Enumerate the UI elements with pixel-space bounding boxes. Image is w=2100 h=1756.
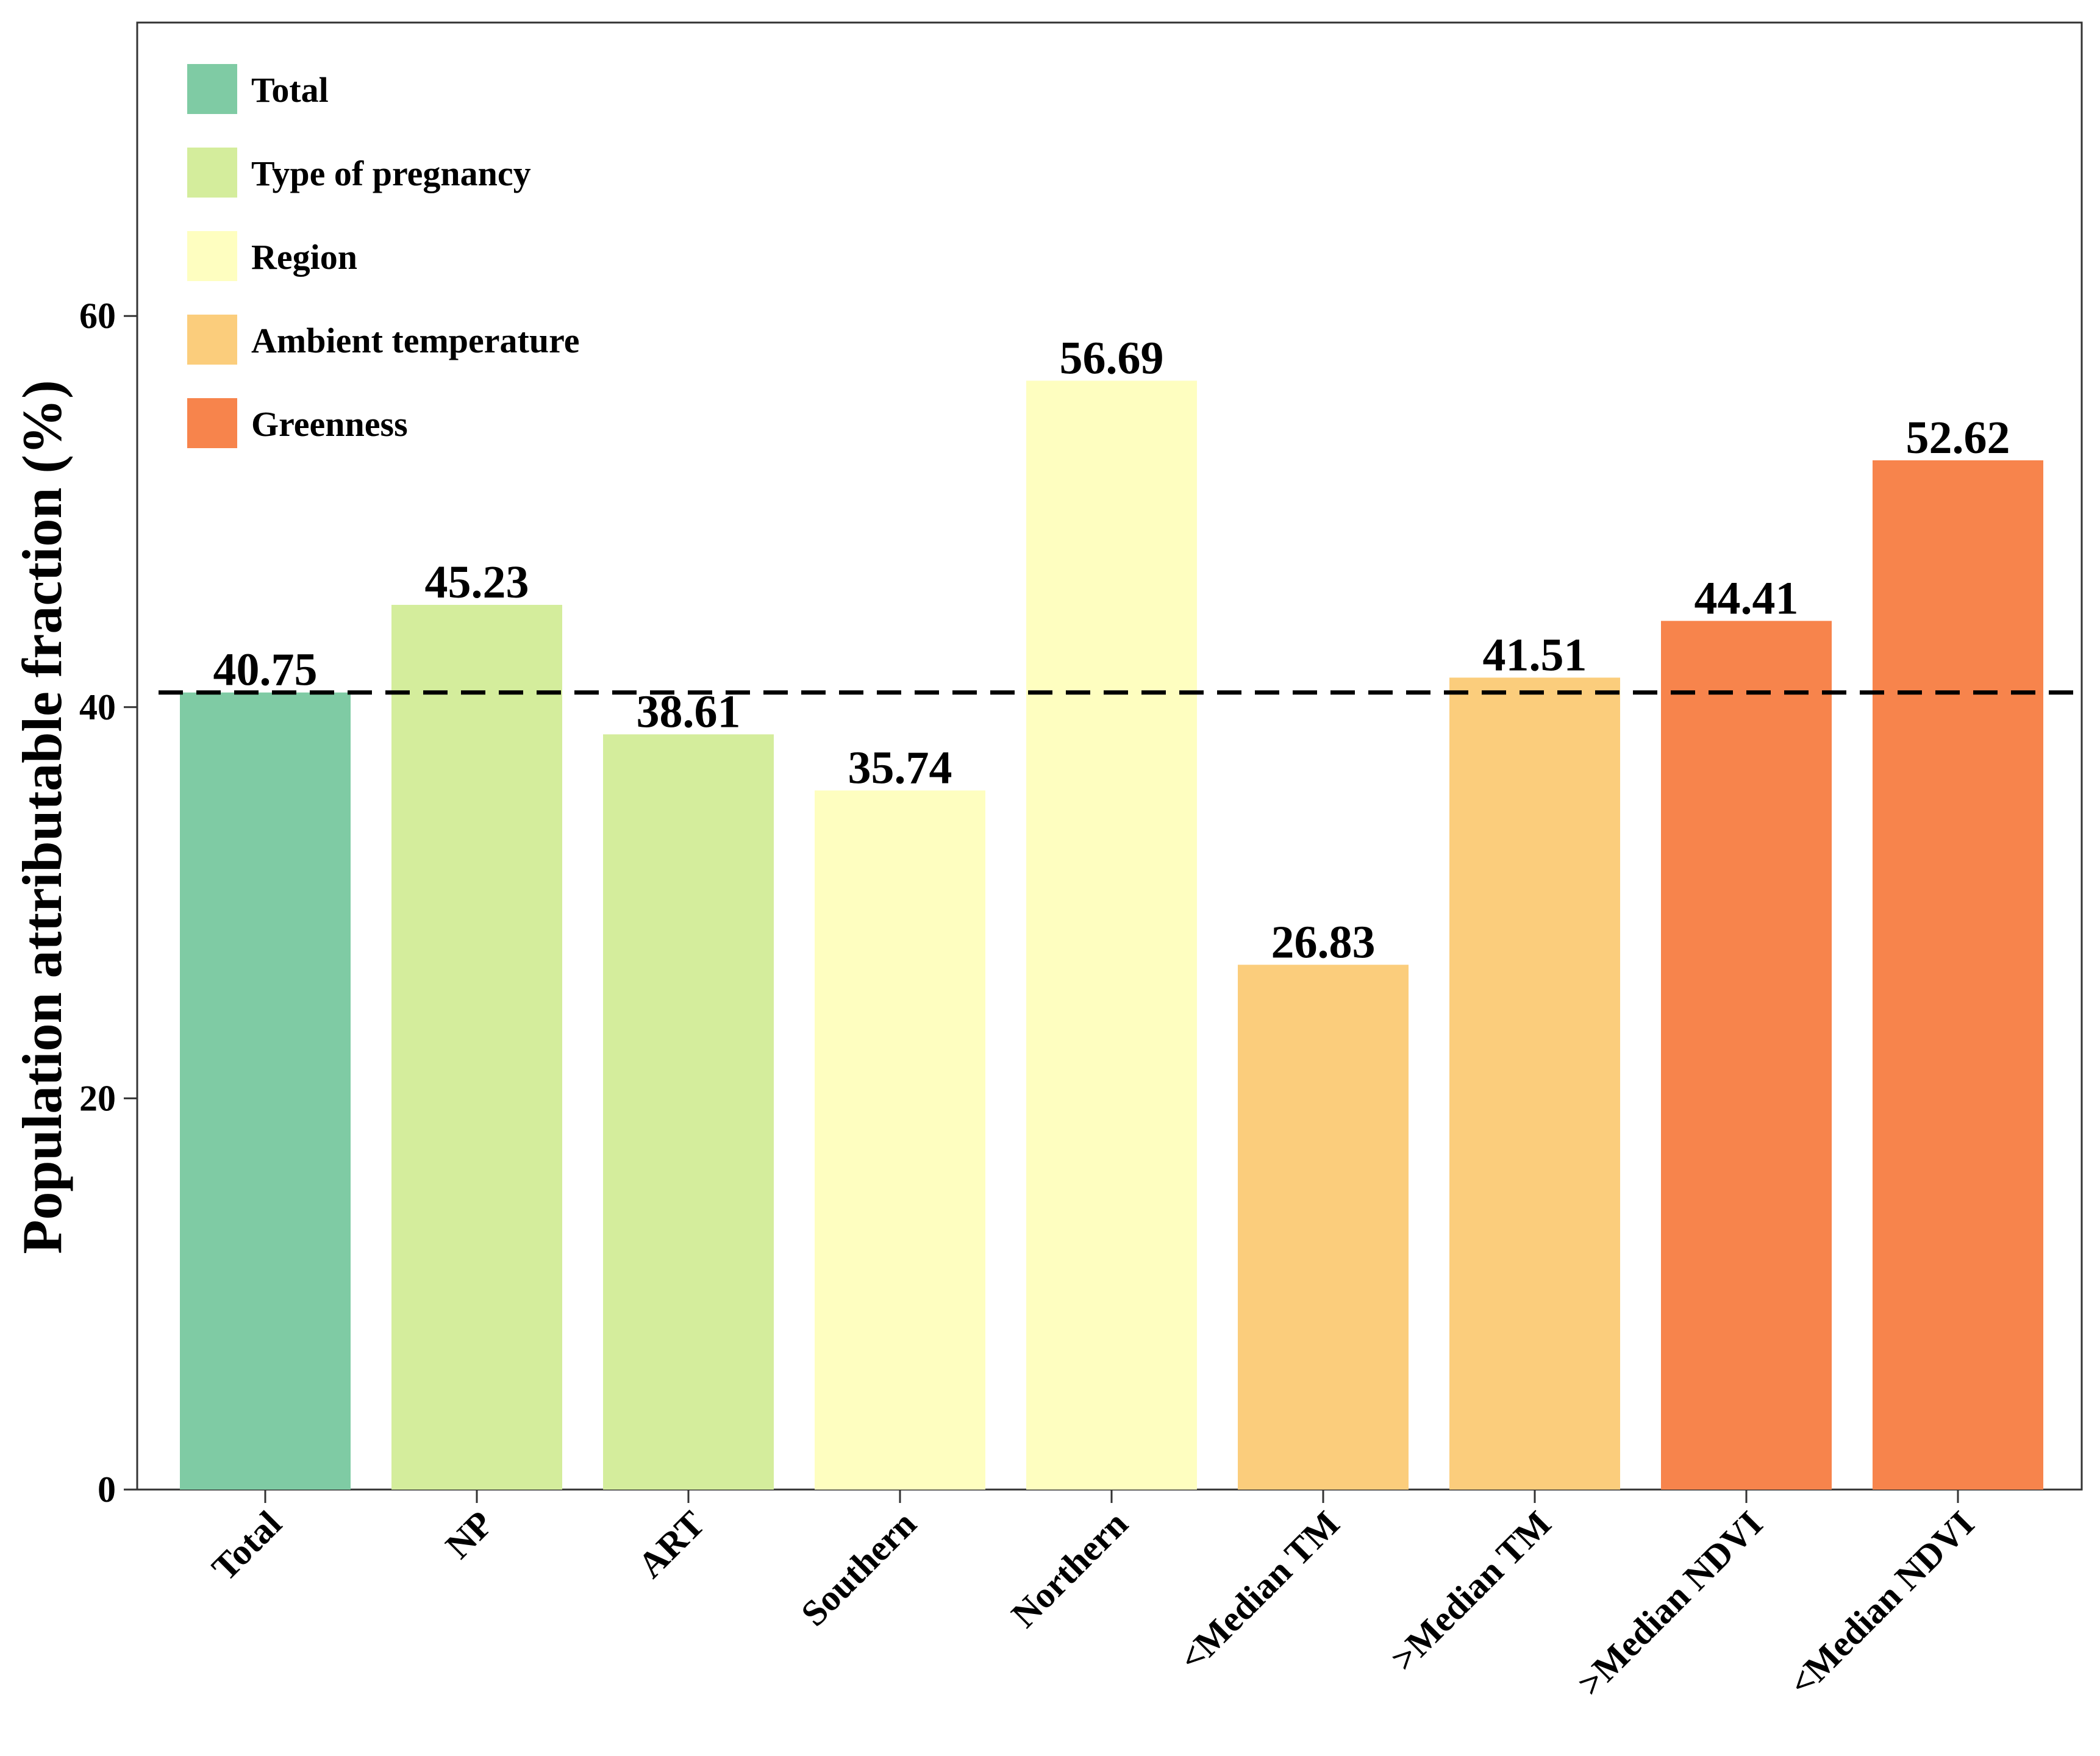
- bar: [1238, 965, 1409, 1490]
- bar: [1026, 380, 1197, 1490]
- bar: [815, 790, 985, 1490]
- x-tick-label: Southern: [793, 1504, 924, 1634]
- bar-value-label: 40.75: [213, 644, 318, 696]
- bar-value-label: 52.62: [1906, 412, 2010, 463]
- x-axis: Total NP ART Southern Northern <Median TM >Med…: [204, 1490, 1982, 1704]
- bar: [391, 605, 562, 1490]
- x-tick-label: <Median TM: [1171, 1504, 1347, 1679]
- y-tick-label: 40: [79, 687, 116, 727]
- bar-value-label: 44.41: [1695, 573, 1799, 624]
- x-tick-label: Northern: [1004, 1504, 1135, 1635]
- legend-label: Total: [251, 70, 329, 110]
- value-labels-layer: 40.75 45.23 38.61 35.74 56.69 26.83 41.51 44.41…: [213, 332, 2010, 968]
- x-tick-label: <Median NDVI: [1781, 1504, 1982, 1704]
- x-tick-label: >Median NDVI: [1570, 1504, 1770, 1704]
- legend-label: Ambient temperature: [251, 321, 580, 360]
- bar-value-label: 45.23: [425, 557, 529, 608]
- y-tick-label: 0: [98, 1469, 116, 1510]
- x-tick-label: Total: [204, 1504, 289, 1588]
- legend-label: Greenness: [251, 404, 408, 444]
- bar: [180, 692, 351, 1490]
- bars-layer: [180, 380, 2043, 1490]
- legend: Total Type of pregnancy Region Ambient temp…: [187, 64, 580, 448]
- y-axis-label: Population attributable fraction (%): [11, 380, 73, 1254]
- bar: [603, 734, 774, 1490]
- legend-swatch: [187, 398, 237, 448]
- bar-value-label: 35.74: [848, 742, 952, 793]
- x-tick-label: ART: [630, 1504, 712, 1586]
- legend-swatch: [187, 315, 237, 365]
- bar-value-label: 56.69: [1060, 332, 1164, 384]
- bar-value-label: 38.61: [637, 686, 741, 737]
- bar: [1449, 677, 1620, 1490]
- bar: [1661, 621, 1832, 1490]
- y-tick-label: 60: [79, 296, 116, 336]
- x-tick-label: NP: [438, 1504, 501, 1566]
- y-axis: 0 20 40 60: [79, 296, 137, 1510]
- bar: [1873, 460, 2043, 1490]
- legend-label: Type of pregnancy: [251, 154, 531, 193]
- bar-value-label: 26.83: [1271, 916, 1376, 968]
- legend-swatch: [187, 148, 237, 198]
- legend-swatch: [187, 64, 237, 114]
- y-tick-label: 20: [79, 1078, 116, 1118]
- legend-swatch: [187, 231, 237, 281]
- legend-label: Region: [251, 237, 357, 277]
- x-tick-label: >Median TM: [1383, 1504, 1559, 1679]
- bar-value-label: 41.51: [1483, 629, 1587, 680]
